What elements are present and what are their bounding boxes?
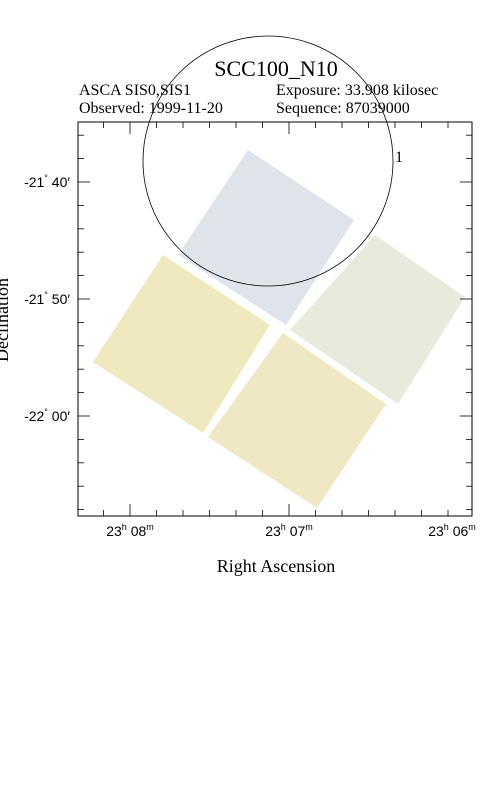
x-tick-label: 23h 07m bbox=[265, 522, 313, 539]
region-label: 1 bbox=[395, 149, 403, 166]
x-tick-label-part: 07 bbox=[286, 523, 306, 539]
x-tick-label-part: 23 bbox=[428, 523, 444, 539]
x-tick-label-part: 23 bbox=[106, 523, 122, 539]
y-tick-label-part: ° bbox=[44, 407, 48, 417]
instrument: ASCA SIS0,SIS1 bbox=[79, 82, 191, 99]
x-tick-label-part: 06 bbox=[449, 523, 469, 539]
title: SCC100_N10 bbox=[214, 56, 337, 81]
sequence: Sequence: 87039000 bbox=[276, 100, 410, 117]
x-tick-label-part: h bbox=[281, 522, 286, 532]
y-tick-label-part: -21 bbox=[24, 291, 44, 307]
x-tick-label-part: h bbox=[444, 522, 449, 532]
y-axis-label: Declination bbox=[0, 278, 12, 362]
y-tick-label: -21° 40′ bbox=[24, 173, 70, 190]
y-tick-label: -21° 50′ bbox=[24, 290, 70, 307]
tile bbox=[93, 255, 270, 433]
x-tick-label-part: 08 bbox=[127, 523, 147, 539]
y-tick-label-part: 40′ bbox=[48, 174, 70, 190]
region-circle bbox=[142, 35, 394, 287]
y-tick-label: -22° 00′ bbox=[24, 407, 70, 424]
x-tick-label: 23h 06m bbox=[428, 522, 476, 539]
x-tick-label-part: 23 bbox=[265, 523, 281, 539]
exposure: Exposure: 33.908 kilosec bbox=[276, 82, 438, 99]
x-tick-label: 23h 08m bbox=[106, 522, 154, 539]
x-tick-label-part: m bbox=[305, 522, 313, 532]
y-tick-label-part: -22 bbox=[24, 408, 44, 424]
y-tick-label-part: ° bbox=[44, 290, 48, 300]
x-axis-label: Right Ascension bbox=[217, 556, 336, 576]
y-tick-label-part: 50′ bbox=[48, 291, 70, 307]
y-tick-label-part: ° bbox=[44, 173, 48, 183]
observed: Observed: 1999-11-20 bbox=[79, 100, 223, 117]
tile bbox=[290, 235, 465, 404]
ticks bbox=[78, 122, 472, 516]
plot-frame bbox=[77, 121, 473, 517]
tile bbox=[208, 333, 386, 508]
tile bbox=[178, 150, 354, 325]
image bbox=[93, 150, 465, 508]
x-tick-label-part: m bbox=[146, 522, 154, 532]
y-tick-label-part: -21 bbox=[24, 174, 44, 190]
y-tick-label-part: 00′ bbox=[48, 408, 70, 424]
x-tick-label-part: m bbox=[468, 522, 476, 532]
x-tick-label-part: h bbox=[122, 522, 127, 532]
